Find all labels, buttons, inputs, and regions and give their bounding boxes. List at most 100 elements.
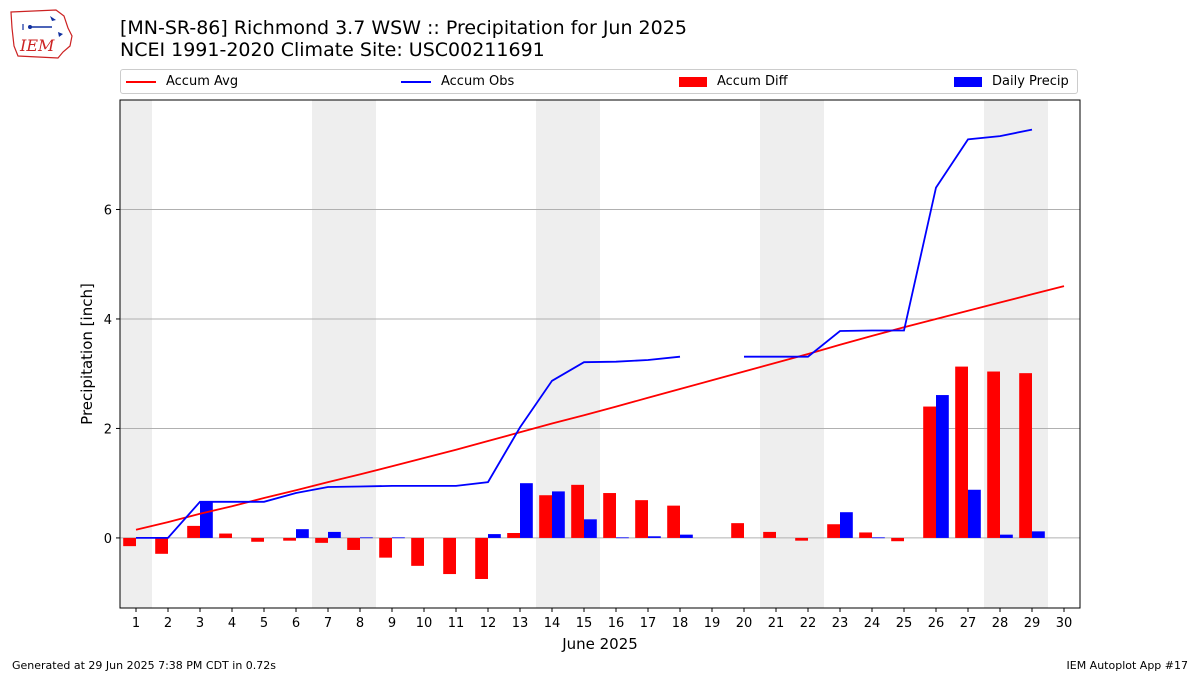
bar-daily-precip-24 (872, 537, 885, 539)
y-tick-label-2: 2 (104, 422, 112, 437)
bar-daily-precip-27 (968, 489, 981, 538)
bar-accum-diff-28 (987, 371, 1000, 538)
x-tick-label-5: 5 (260, 616, 268, 631)
x-tick-label-9: 9 (388, 616, 396, 631)
bar-accum-diff-24 (859, 532, 872, 538)
bar-accum-diff-13 (507, 533, 520, 538)
x-tick-label-23: 23 (832, 616, 849, 631)
bar-accum-diff-23 (827, 524, 840, 538)
x-tick-label-13: 13 (512, 616, 529, 631)
bar-accum-diff-16 (603, 493, 616, 538)
bar-accum-diff-20 (731, 523, 744, 538)
y-tick-label-0: 0 (104, 532, 112, 547)
x-tick-label-18: 18 (672, 616, 689, 631)
bar-accum-diff-9 (379, 537, 392, 558)
bar-accum-diff-25 (891, 537, 904, 542)
x-tick-label-14: 14 (544, 616, 561, 631)
x-axis-ticks: 1 2 3 4 5 6 7 8 9 10 11 12 13 14 15 16 17 18 19 20 21 22 23 24 2… (132, 608, 1072, 631)
x-tick-label-4: 4 (228, 616, 236, 631)
bar-accum-diff-11 (443, 537, 456, 575)
bar-daily-precip-23 (840, 512, 853, 538)
x-tick-label-8: 8 (356, 616, 364, 631)
legend-label-daily-precip: Daily Precip (992, 74, 1069, 89)
lines (135, 128, 1065, 539)
weekend-band-1 (120, 100, 152, 608)
footer-app: IEM Autoplot App #17 (1066, 659, 1189, 672)
bar-daily-precip-13 (520, 483, 533, 538)
weekend-band-7 (312, 100, 344, 608)
bar-accum-diff-12 (475, 537, 488, 579)
chart-title: [MN-SR-86] Richmond 3.7 WSW :: Precipita… (120, 17, 687, 39)
bar-accum-diff-15 (571, 484, 584, 538)
bar-accum-diff-1 (123, 537, 136, 547)
y-axis-ticks: 0 2 4 6 (104, 203, 120, 547)
bar-accum-diff-22 (795, 537, 808, 541)
legend-swatch-accum-obs (401, 80, 431, 83)
x-tick-label-29: 29 (1024, 616, 1041, 631)
legend-item-accum-avg: Accum Avg (126, 70, 238, 93)
chart-subtitle: NCEI 1991-2020 Climate Site: USC00211691 (120, 39, 545, 61)
bar-daily-precip-16 (616, 537, 629, 539)
bar-accum-diff-8 (347, 537, 360, 550)
legend-label-accum-avg: Accum Avg (166, 74, 239, 89)
x-tick-label-24: 24 (864, 616, 881, 631)
legend-item-accum-diff: Accum Diff (679, 70, 788, 93)
line-accum-avg-0 (135, 285, 1065, 531)
bar-daily-precip-14 (552, 491, 565, 538)
bar-daily-precip-29 (1032, 531, 1045, 538)
x-axis-label: June 2025 (561, 635, 638, 653)
iem-logo: IEM (8, 6, 80, 60)
bar-accum-diff-5 (251, 537, 264, 542)
bar-daily-precip-12 (488, 534, 501, 538)
legend-item-accum-obs: Accum Obs (401, 70, 514, 93)
x-tick-label-19: 19 (704, 616, 721, 631)
x-tick-label-11: 11 (448, 616, 465, 631)
bar-daily-precip-15 (584, 519, 597, 538)
gridlines (120, 208, 1080, 539)
legend: Accum Avg Accum Obs Accum Diff Daily Pre… (120, 69, 1078, 94)
x-tick-label-30: 30 (1056, 616, 1073, 631)
x-tick-label-21: 21 (768, 616, 785, 631)
bar-accum-diff-26 (923, 406, 936, 538)
y-tick-label-6: 6 (104, 203, 112, 218)
bar-daily-precip-18 (680, 534, 693, 538)
x-tick-label-16: 16 (608, 616, 625, 631)
bar-daily-precip-17 (648, 536, 661, 538)
bar-daily-precip-28 (1000, 534, 1013, 538)
legend-label-accum-obs: Accum Obs (441, 74, 515, 89)
x-tick-label-28: 28 (992, 616, 1009, 631)
x-tick-label-10: 10 (416, 616, 433, 631)
footer-generated: Generated at 29 Jun 2025 7:38 PM CDT in … (12, 659, 277, 672)
bar-accum-diff-4 (219, 533, 232, 538)
bar-accum-diff-18 (667, 505, 680, 538)
bar-accum-diff-10 (411, 537, 424, 566)
bar-accum-diff-2 (155, 537, 168, 554)
bar-accum-diff-6 (283, 537, 296, 541)
legend-swatch-accum-avg (126, 80, 156, 83)
x-tick-label-6: 6 (292, 616, 300, 631)
bar-accum-diff-29 (1019, 373, 1032, 538)
x-tick-label-26: 26 (928, 616, 945, 631)
bar-daily-precip-3 (200, 501, 213, 538)
x-tick-label-7: 7 (324, 616, 332, 631)
y-axis-label: Precipitation [inch] (78, 283, 96, 425)
x-tick-label-3: 3 (196, 616, 204, 631)
plot-frame (119, 99, 1081, 609)
bar-accum-diff-14 (539, 495, 552, 538)
bar-daily-precip-8 (360, 537, 373, 539)
bar-daily-precip-9 (392, 537, 405, 539)
legend-swatch-accum-diff (679, 76, 707, 87)
bar-accum-diff-21 (763, 531, 776, 538)
x-tick-label-27: 27 (960, 616, 977, 631)
line-accum-obs-0 (136, 355, 681, 539)
weekend-band-8 (344, 100, 376, 608)
legend-swatch-daily-precip (954, 76, 982, 87)
bar-accum-diff-17 (635, 500, 648, 538)
x-tick-label-15: 15 (576, 616, 593, 631)
bars (123, 366, 1045, 579)
x-tick-label-1: 1 (132, 616, 140, 631)
bar-accum-diff-3 (187, 525, 200, 538)
logo-text: IEM (19, 36, 55, 55)
x-tick-label-20: 20 (736, 616, 753, 631)
